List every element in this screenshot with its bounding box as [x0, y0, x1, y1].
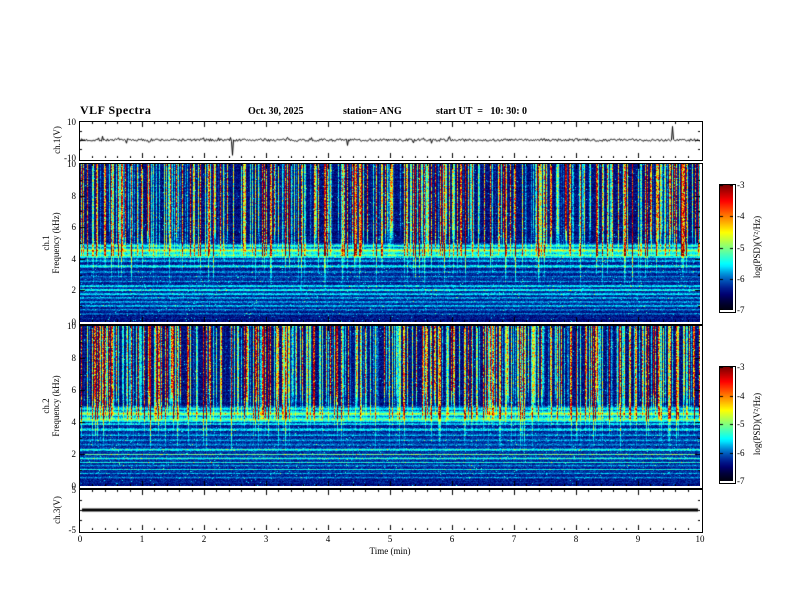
colorbar2-canvas — [720, 367, 733, 481]
y-tick-label: 6 — [71, 385, 77, 395]
colorbar1-label: log(PSD)(V²/Hz) — [752, 215, 762, 279]
x-tick-label: 6 — [449, 534, 455, 544]
x-tick-label: 0 — [77, 534, 83, 544]
y-tick-label: 10 — [67, 321, 76, 331]
colorbar2-label: log(PSD)(V²/Hz) — [752, 392, 762, 456]
x-tick-label: 2 — [201, 534, 207, 544]
colorbar2-tick-label: -7 — [737, 476, 745, 486]
ch2-spectrogram-panel — [79, 325, 703, 489]
colorbar2-tick-label: -5 — [737, 419, 745, 429]
colorbar1-tick-label: -4 — [737, 211, 745, 221]
start-ut-label: start UT = 10: 30: 0 — [436, 106, 528, 117]
ch3-canvas — [80, 490, 700, 530]
colorbar1-canvas — [720, 185, 733, 310]
y-tick-label: 8 — [71, 191, 77, 201]
colorbar2-tick-label: -3 — [737, 362, 745, 372]
y-tick-label: 0 — [71, 317, 77, 327]
y-tick-label: -10 — [64, 153, 76, 163]
ch3-voltage-axis-label: ch.3(V) — [52, 496, 62, 524]
colorbar1-tick-label: -3 — [737, 180, 745, 190]
x-tick-label: 1 — [139, 534, 145, 544]
colorbar2 — [719, 366, 736, 484]
ch2-spectrogram-canvas — [80, 326, 700, 486]
y-tick-label: 2 — [71, 285, 77, 295]
colorbar2-tick-label: -4 — [737, 391, 745, 401]
y-tick-label: 5 — [71, 485, 77, 495]
y-tick-label: 10 — [67, 117, 76, 127]
ch1-spectrogram-panel — [79, 163, 703, 325]
colorbar1-tick-label: -7 — [737, 305, 745, 315]
ch1-waveform-panel — [79, 121, 703, 161]
x-tick-label: 10 — [695, 534, 705, 544]
ch3-panel — [79, 489, 703, 533]
ch1-waveform-canvas — [80, 122, 700, 158]
ch2-channel-label: ch.2 — [41, 398, 51, 414]
x-axis-title: Time (min) — [369, 546, 411, 556]
x-tick-label: 3 — [263, 534, 269, 544]
colorbar2-tick-label: -6 — [737, 448, 745, 458]
x-tick-label: 5 — [387, 534, 393, 544]
colorbar1-tick-label: -5 — [737, 243, 745, 253]
y-tick-label: 4 — [71, 254, 77, 264]
x-tick-label: 9 — [635, 534, 641, 544]
date-label: Oct. 30, 2025 — [248, 106, 304, 117]
ch1-voltage-axis-label: ch.1(V) — [52, 126, 62, 154]
x-tick-label: 8 — [573, 534, 579, 544]
x-tick-label: 7 — [511, 534, 517, 544]
plot-title: VLF Spectra — [80, 103, 152, 117]
y-tick-label: 6 — [71, 222, 77, 232]
colorbar1-tick-label: -6 — [737, 274, 745, 284]
ch1-spectrogram-canvas — [80, 164, 700, 322]
y-tick-label: 10 — [67, 159, 76, 169]
y-tick-label: 4 — [71, 417, 77, 427]
x-tick-label: 4 — [325, 534, 331, 544]
y-tick-label: 8 — [71, 353, 77, 363]
colorbar1 — [719, 184, 736, 313]
station-label: station= ANG — [343, 106, 402, 117]
y-tick-label: -5 — [68, 525, 77, 535]
y-tick-label: 2 — [71, 449, 77, 459]
y-tick-label: 0 — [71, 481, 77, 491]
ch1-channel-label: ch.1 — [41, 235, 51, 251]
